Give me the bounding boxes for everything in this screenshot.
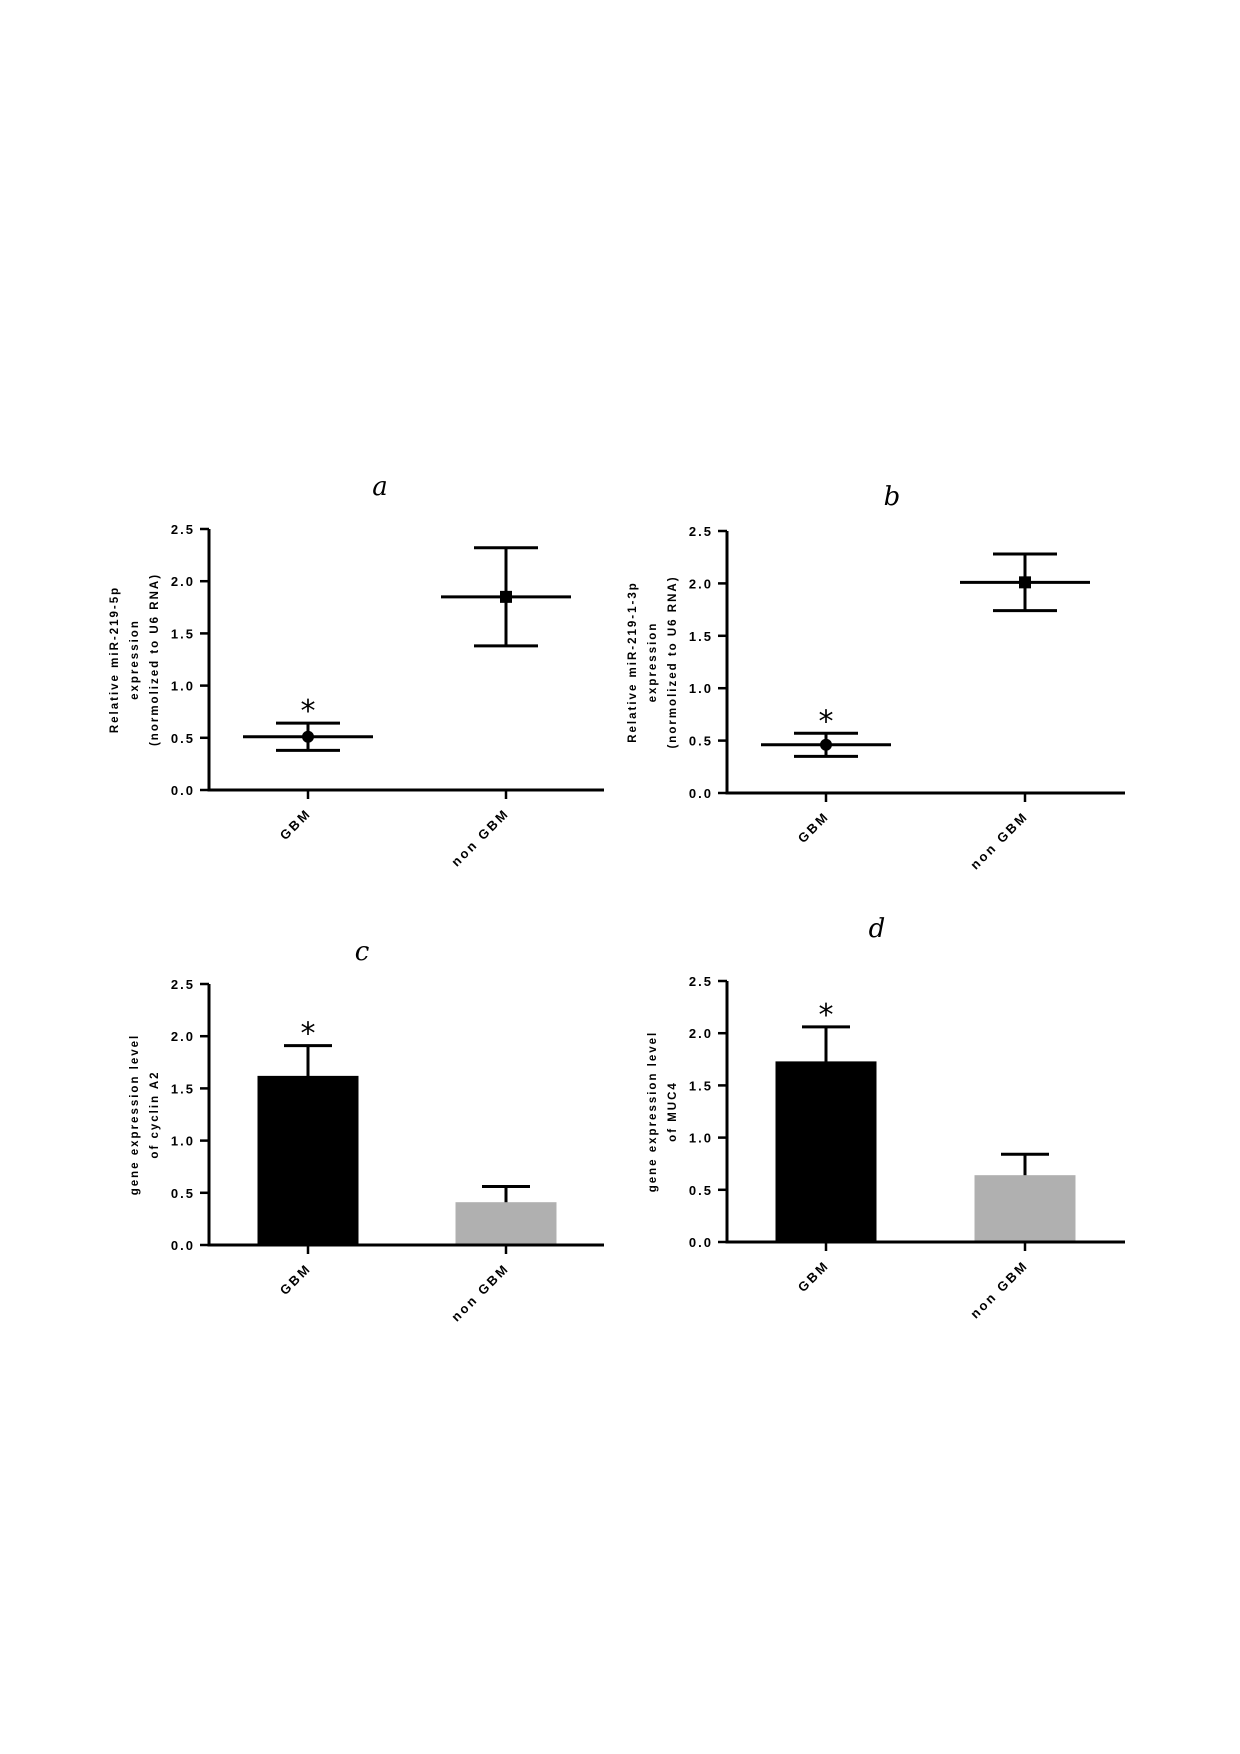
panel-a-miR-219-5p-chart: a 0.0 0.5 1.0 1.5 2.0 2.5 Relative miR-219-5p ex…	[109, 472, 604, 869]
bar	[775, 1061, 877, 1241]
significance-mark: *	[819, 704, 834, 739]
y-tick-label: 0.5	[689, 1183, 713, 1198]
panel-letter: d	[869, 914, 886, 944]
panel-letter: a	[372, 472, 388, 502]
y-axis-title-line: gene expression level	[647, 1031, 659, 1193]
data-point-circle	[820, 738, 832, 751]
y-axis-title-line: expression	[647, 622, 659, 703]
x-category-label: non GBM	[448, 806, 512, 870]
x-category-label: non GBM	[967, 809, 1031, 873]
y-tick-label: 0.5	[689, 734, 713, 749]
significance-mark: *	[819, 998, 834, 1033]
y-tick-label: 2.0	[171, 574, 195, 589]
y-tick-label: 2.5	[171, 522, 195, 537]
y-tick-label: 1.5	[171, 1081, 195, 1096]
y-tick-label: 2.5	[689, 524, 713, 539]
y-tick-label: 0.0	[689, 1235, 713, 1250]
x-category-label: GBM	[795, 809, 832, 846]
y-tick-label: 2.5	[171, 977, 195, 992]
y-tick-label: 0.0	[171, 783, 195, 798]
y-axis-title-line: of cyclin A2	[149, 1070, 161, 1158]
y-axis-title-line: (normolized to U6 RNA)	[149, 573, 161, 746]
y-tick-label: 2.0	[171, 1029, 195, 1044]
y-axis-title-line: expression	[129, 619, 141, 700]
y-axis-title-line: gene expression level	[129, 1034, 141, 1196]
panel-b-miR-219-1-3p-chart: b 0.0 0.5 1.0 1.5 2.0 2.5 Relative miR-219-1-3p…	[627, 482, 1125, 872]
x-category-label: GBM	[277, 806, 314, 843]
bar	[257, 1075, 359, 1244]
y-tick-label: 1.0	[689, 1131, 713, 1146]
significance-mark: *	[301, 1017, 316, 1052]
y-tick-label: 2.5	[689, 974, 713, 989]
y-axis-title-line: of MUC4	[667, 1081, 679, 1142]
x-category-label: GBM	[277, 1261, 314, 1298]
data-point-circle	[302, 730, 314, 743]
x-category-label: non GBM	[448, 1261, 512, 1325]
y-axis-title-line: (normolized to U6 RNA)	[667, 575, 679, 748]
data-point-square	[500, 590, 512, 603]
panel-c-cyclin-A2-chart: c 0.0 0.5 1.0 1.5 2.0 2.5 gene expression level…	[129, 937, 604, 1324]
y-tick-label: 0.5	[171, 1186, 195, 1201]
data-point-square	[1019, 576, 1031, 589]
y-tick-label: 0.5	[171, 731, 195, 746]
x-category-label: GBM	[795, 1258, 832, 1295]
y-tick-label: 1.0	[689, 681, 713, 696]
y-tick-label: 1.0	[171, 1134, 195, 1149]
panel-d-MUC4-chart: d 0.0 0.5 1.0 1.5 2.0 2.5 gene expression level…	[647, 914, 1125, 1321]
y-tick-label: 1.0	[171, 679, 195, 694]
x-category-label: non GBM	[967, 1258, 1031, 1322]
y-tick-label: 1.5	[689, 629, 713, 644]
y-tick-label: 2.0	[689, 1026, 713, 1041]
bar	[455, 1202, 557, 1244]
y-axis-title-line: Relative miR-219-1-3p	[627, 581, 639, 743]
y-tick-label: 1.5	[689, 1078, 713, 1093]
panel-letter: c	[355, 937, 370, 967]
y-axis-title-line: Relative miR-219-5p	[109, 586, 121, 733]
panel-letter: b	[884, 482, 901, 512]
y-tick-label: 1.5	[171, 626, 195, 641]
y-tick-label: 2.0	[689, 576, 713, 591]
y-tick-label: 0.0	[689, 786, 713, 801]
bar	[974, 1175, 1076, 1241]
y-tick-label: 0.0	[171, 1238, 195, 1253]
significance-mark: *	[301, 694, 316, 729]
